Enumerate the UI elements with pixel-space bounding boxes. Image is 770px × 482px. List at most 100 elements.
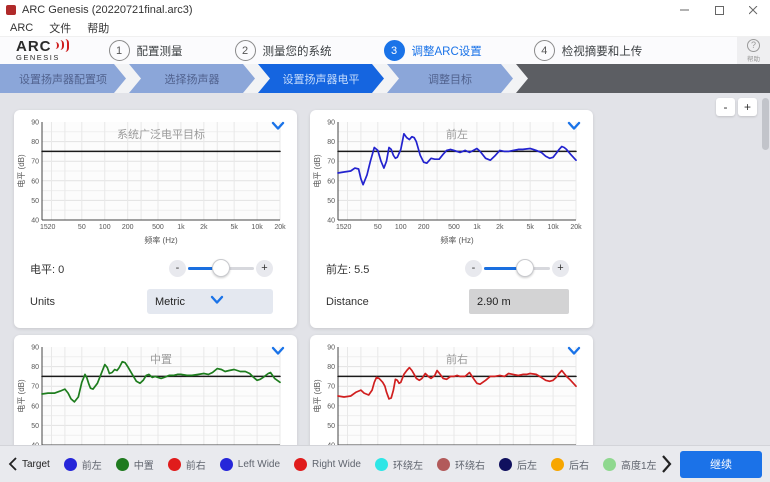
- slider-plus-button[interactable]: +: [256, 260, 273, 277]
- legend-item-6[interactable]: 环绕左: [374, 457, 423, 472]
- question-mark-icon: ?: [747, 38, 760, 52]
- legend-label: 中置: [133, 460, 154, 472]
- speaker-color-dot: [63, 457, 77, 471]
- collapse-chevron-down-icon[interactable]: [567, 343, 581, 361]
- zoom-in-button[interactable]: +: [738, 98, 757, 116]
- units-dropdown[interactable]: Metric: [147, 289, 273, 314]
- menu-item-arc[interactable]: ARC: [10, 22, 34, 34]
- svg-text:80: 80: [31, 364, 39, 371]
- svg-text:50: 50: [78, 224, 86, 231]
- maximize-icon: [714, 5, 724, 15]
- chart-title: 中置: [150, 353, 172, 366]
- svg-text:200: 200: [122, 224, 134, 231]
- svg-text:2k: 2k: [496, 224, 504, 231]
- menu-item-file[interactable]: 文件: [49, 23, 72, 35]
- continue-button[interactable]: 继续: [680, 450, 762, 478]
- slider-plus-button[interactable]: +: [552, 260, 569, 277]
- legend-item-7[interactable]: 环绕右: [436, 457, 485, 472]
- svg-text:60: 60: [31, 403, 39, 410]
- slider-track[interactable]: [484, 259, 550, 277]
- maximize-button[interactable]: [702, 0, 736, 20]
- step-number-badge: 1: [108, 40, 130, 61]
- slider-thumb[interactable]: [515, 259, 534, 277]
- sound-wave-icon: [54, 39, 69, 53]
- help-button[interactable]: ? 帮助: [737, 37, 770, 64]
- speaker-panel-front_left: 40 50 60 70 80 90 15 20 50 100 200 500 1k 2k 5k 10k 20k 频…: [310, 110, 593, 328]
- breadcrumb-item-4[interactable]: 调整目标: [387, 64, 513, 93]
- minimize-button[interactable]: [668, 0, 702, 20]
- title-bar: ARC Genesis (20220721final.arc3): [0, 0, 770, 20]
- vertical-scrollbar[interactable]: [762, 96, 769, 441]
- scrollbar-thumb[interactable]: [762, 98, 769, 150]
- wizard-step-2[interactable]: 2 测量您的系统: [234, 40, 332, 61]
- svg-text:50: 50: [327, 423, 335, 430]
- svg-text:50: 50: [31, 198, 39, 205]
- wizard-step-3[interactable]: 3 调整ARC设置: [383, 40, 482, 61]
- svg-text:20k: 20k: [570, 224, 582, 231]
- legend-label: 环绕左: [392, 460, 423, 472]
- menu-item-help[interactable]: 帮助: [87, 23, 110, 35]
- svg-text:20: 20: [344, 224, 352, 231]
- legend-scroll-right-button[interactable]: [658, 454, 674, 474]
- svg-text:70: 70: [31, 384, 39, 391]
- legend-item-8[interactable]: 后左: [498, 457, 537, 472]
- chart-center: 4050607080901520501002005001k2k5k10k20k频…: [16, 345, 281, 445]
- slider-track[interactable]: [188, 259, 254, 277]
- chart-front_left: 40 50 60 70 80 90 15 20 50 100 200 500 1k 2k 5k 10k 20k 频…: [312, 120, 582, 246]
- legend-item-4[interactable]: Left Wide: [219, 457, 280, 471]
- level-slider[interactable]: - +: [169, 259, 273, 277]
- svg-text:5k: 5k: [230, 224, 238, 231]
- header: ARC GENESIS 1 配置测量 2 测量您的系统 3 调整ARC设置 4 检视摘要和上传…: [0, 37, 770, 64]
- help-label: 帮助: [747, 55, 760, 63]
- dropdown-value: Metric: [155, 295, 185, 308]
- svg-text:5k: 5k: [526, 224, 534, 231]
- slider-fill: [484, 267, 525, 270]
- step-label: 配置测量: [136, 45, 183, 58]
- svg-text:60: 60: [31, 178, 39, 185]
- legend-item-3[interactable]: 前右: [167, 457, 206, 472]
- wizard-step-4[interactable]: 4 检视摘要和上传: [533, 40, 642, 61]
- svg-text:15: 15: [40, 224, 48, 231]
- series-center: [41, 360, 281, 403]
- legend-item-10[interactable]: 高度1左: [602, 457, 657, 472]
- breadcrumb-item-2[interactable]: 选择扬声器: [129, 64, 255, 93]
- close-icon: [748, 5, 757, 14]
- speaker-legend: Target 前左 中置 前右 Left Wide Right Wide 环绕左 环绕右 后左 后…: [22, 457, 658, 472]
- svg-text:90: 90: [31, 120, 39, 127]
- chart-target: 40 50 60 70 80 90 15 20 50 100 200 500 1k 2k 5k 10k 20k 频…: [16, 120, 286, 246]
- level-slider[interactable]: - +: [465, 259, 569, 277]
- wizard-step-1[interactable]: 1 配置测量: [108, 40, 183, 61]
- collapse-chevron-down-icon[interactable]: [271, 343, 285, 361]
- legend-label: 前右: [185, 460, 206, 472]
- chart-zoom-controls: - +: [716, 98, 757, 116]
- app-icon: [6, 5, 16, 15]
- step-number-badge: 4: [533, 40, 555, 61]
- close-button[interactable]: [736, 0, 770, 20]
- legend-label: 环绕右: [454, 460, 485, 472]
- svg-text:10k: 10k: [547, 224, 559, 231]
- chevron-left-icon: [8, 457, 17, 471]
- legend-item-target[interactable]: Target: [22, 459, 50, 470]
- slider-thumb[interactable]: [212, 259, 230, 277]
- svg-text:50: 50: [31, 423, 39, 430]
- distance-field[interactable]: 2.90 m: [469, 289, 569, 314]
- legend-scroll-left-button[interactable]: [6, 456, 20, 472]
- control-label: 电平: 0: [30, 263, 65, 276]
- collapse-chevron-down-icon[interactable]: [567, 118, 581, 136]
- breadcrumb-item-3[interactable]: 设置扬声器电平: [258, 64, 384, 93]
- breadcrumb-item-1[interactable]: 设置扬声器配置项: [0, 64, 126, 93]
- zoom-out-button[interactable]: -: [716, 98, 735, 116]
- speaker-color-dot: [115, 457, 129, 471]
- legend-item-5[interactable]: Right Wide: [294, 457, 361, 471]
- step-number-badge: 2: [234, 40, 256, 61]
- collapse-chevron-down-icon[interactable]: [271, 118, 285, 136]
- legend-item-1[interactable]: 前左: [63, 457, 102, 472]
- step-label: 测量您的系统: [262, 45, 332, 58]
- slider-minus-button[interactable]: -: [465, 260, 482, 277]
- slider-minus-button[interactable]: -: [169, 260, 186, 277]
- svg-text:70: 70: [327, 159, 335, 166]
- legend-item-9[interactable]: 后右: [550, 457, 589, 472]
- chart-title: 系统广泛电平目标: [117, 127, 205, 141]
- legend-item-2[interactable]: 中置: [115, 457, 154, 472]
